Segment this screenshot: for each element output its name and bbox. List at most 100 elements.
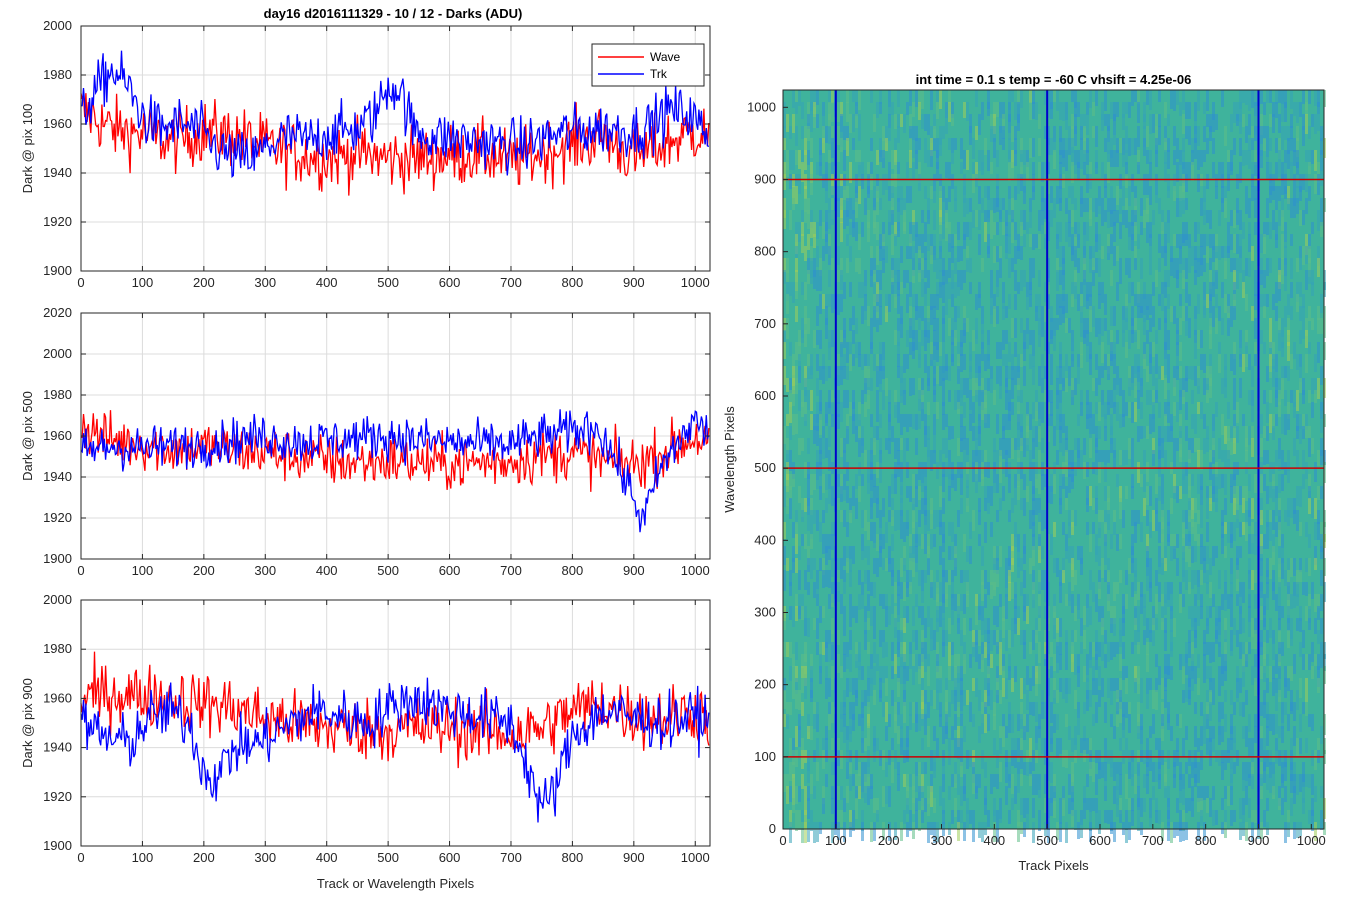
- y-tick-label: 1980: [43, 387, 72, 402]
- y-tick-label: 1900: [43, 263, 72, 278]
- x-tick-label: 200: [193, 850, 215, 865]
- series-trk-line: [80, 677, 710, 823]
- legend-box: [591, 43, 705, 87]
- y-axis-label: Wavelength Pixels: [722, 406, 737, 513]
- x-tick-label: 300: [931, 833, 953, 848]
- y-tick-label: 600: [754, 388, 776, 403]
- y-tick-label: 2000: [43, 18, 72, 33]
- x-tick-label: 500: [377, 563, 399, 578]
- axes-box: [80, 599, 711, 847]
- x-tick-label: 400: [316, 850, 338, 865]
- y-axis-label: Dark @ pix 100: [20, 104, 35, 194]
- x-tick-label: 200: [193, 275, 215, 290]
- x-tick-label: 700: [500, 275, 522, 290]
- x-tick-label: 900: [623, 563, 645, 578]
- x-tick-label: 700: [500, 563, 522, 578]
- x-tick-label: 1000: [681, 563, 710, 578]
- series-trk-line: [80, 50, 710, 178]
- y-tick-label: 100: [754, 749, 776, 764]
- y-tick-label: 700: [754, 316, 776, 331]
- y-tick-label: 1940: [43, 740, 72, 755]
- figure-title: day16 d2016111329 - 10 / 12 - Darks (ADU…: [264, 6, 523, 21]
- x-tick-label: 700: [1142, 833, 1164, 848]
- x-tick-label: 400: [316, 275, 338, 290]
- y-tick-label: 400: [754, 532, 776, 547]
- x-tick-label: 300: [254, 563, 276, 578]
- x-tick-label: 500: [377, 275, 399, 290]
- axes-box: [80, 25, 711, 272]
- y-tick-label: 1920: [43, 510, 72, 525]
- x-tick-label: 900: [1248, 833, 1270, 848]
- x-tick-label: 800: [562, 275, 584, 290]
- y-tick-label: 800: [754, 244, 776, 259]
- x-tick-label: 1000: [681, 850, 710, 865]
- x-tick-label: 0: [779, 833, 786, 848]
- x-tick-label: 200: [193, 563, 215, 578]
- x-tick-label: 100: [132, 850, 154, 865]
- y-tick-label: 2000: [43, 592, 72, 607]
- x-tick-label: 1000: [681, 275, 710, 290]
- series-trk-line: [80, 409, 710, 533]
- x-tick-label: 400: [983, 833, 1005, 848]
- heatmap-cells: [783, 90, 1326, 843]
- x-tick-label: 500: [1036, 833, 1058, 848]
- y-tick-label: 1960: [43, 428, 72, 443]
- y-tick-label: 1980: [43, 67, 72, 82]
- y-tick-label: 1980: [43, 641, 72, 656]
- y-tick-label: 1000: [747, 99, 776, 114]
- y-tick-label: 2020: [43, 305, 72, 320]
- heatmap-title: int time = 0.1 s temp = -60 C vhsift = 4…: [916, 72, 1192, 87]
- y-tick-label: 900: [754, 171, 776, 186]
- panel1-axes: 0 100 200 300 400 500 600 700 800 900 1000 1900 1920…: [20, 18, 711, 290]
- x-tick-label: 100: [132, 563, 154, 578]
- x-tick-label: 100: [825, 833, 847, 848]
- plot-background: [81, 600, 710, 846]
- axes-box: [782, 89, 1325, 830]
- x-axis-label: Track Pixels: [1018, 858, 1089, 873]
- x-tick-label: 0: [77, 850, 84, 865]
- x-tick-label: 200: [878, 833, 900, 848]
- x-tick-label: 800: [562, 850, 584, 865]
- x-tick-label: 400: [316, 563, 338, 578]
- x-tick-label: 700: [500, 850, 522, 865]
- x-tick-label: 800: [562, 563, 584, 578]
- x-tick-label: 0: [77, 275, 84, 290]
- legend-label-wave: Wave: [650, 50, 681, 64]
- x-tick-label: 600: [1089, 833, 1111, 848]
- y-tick-label: 2000: [43, 346, 72, 361]
- x-tick-label: 800: [1195, 833, 1217, 848]
- y-tick-label: 1960: [43, 690, 72, 705]
- x-tick-label: 500: [377, 850, 399, 865]
- x-tick-label: 1000: [1297, 833, 1326, 848]
- panel2-axes: 0 100 200 300 400 500 600 700 800 900 1000 1900 1920…: [20, 305, 711, 578]
- y-tick-label: 1900: [43, 551, 72, 566]
- panel3-axes: 0 100 200 300 400 500 600 700 800 900 1000 1900 1920…: [20, 592, 711, 891]
- y-tick-label: 0: [769, 821, 776, 836]
- x-tick-label: 900: [623, 850, 645, 865]
- x-tick-label: 100: [132, 275, 154, 290]
- x-tick-label: 300: [254, 275, 276, 290]
- panels: 0 100 200 300 400 500 600 700 800 900 100019001920…: [20, 18, 1326, 891]
- y-axis-label: Dark @ pix 900: [20, 678, 35, 768]
- y-tick-label: 1940: [43, 165, 72, 180]
- y-tick-label: 300: [754, 604, 776, 619]
- x-tick-label: 600: [439, 563, 461, 578]
- y-axis-label: Dark @ pix 500: [20, 391, 35, 481]
- legend-label-trk: Trk: [650, 67, 668, 81]
- image-axes: 0 100 200 300 400 500 600 700 800 900 1000 0 100 200 3…: [722, 72, 1326, 873]
- x-tick-label: 900: [623, 275, 645, 290]
- x-axis-label: Track or Wavelength Pixels: [317, 876, 475, 891]
- y-tick-label: 1900: [43, 838, 72, 853]
- y-tick-label: 200: [754, 677, 776, 692]
- y-tick-label: 1920: [43, 789, 72, 804]
- x-tick-label: 600: [439, 850, 461, 865]
- y-tick-label: 1960: [43, 116, 72, 131]
- y-tick-label: 1940: [43, 469, 72, 484]
- y-tick-label: 500: [754, 460, 776, 475]
- legend: Wave Trk: [591, 43, 705, 87]
- x-tick-label: 300: [254, 850, 276, 865]
- x-tick-label: 0: [77, 563, 84, 578]
- y-tick-label: 1920: [43, 214, 72, 229]
- x-tick-label: 600: [439, 275, 461, 290]
